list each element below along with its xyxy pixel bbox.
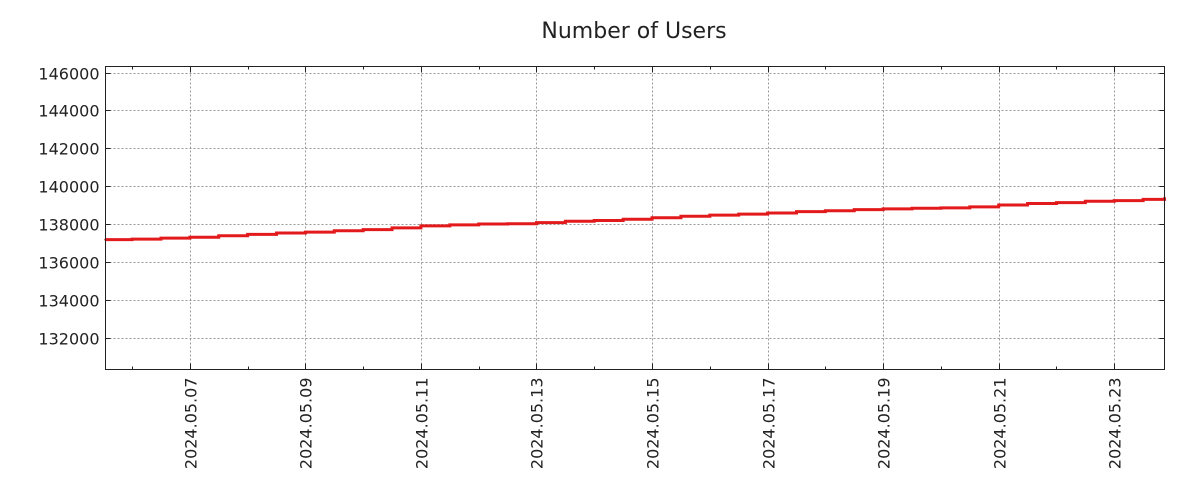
y-tick-label: 142000 (38, 140, 99, 159)
x-tick-label: 2024.05.19 (875, 378, 894, 470)
data-point (275, 231, 278, 235)
data-point (1141, 198, 1145, 201)
data-point (593, 219, 596, 222)
data-point (304, 230, 307, 234)
y-tick-label: 140000 (38, 178, 99, 197)
x-tick-label: 2024.05.11 (413, 378, 432, 470)
data-point (419, 224, 423, 228)
data-point (477, 222, 480, 226)
series-line-number-of-users (105, 197, 1166, 242)
data-point (968, 205, 972, 209)
x-tick-label: 2024.05.13 (528, 378, 547, 470)
data-point (333, 229, 336, 232)
chart-title: Number of Users (541, 19, 726, 44)
data-point (159, 236, 163, 240)
data-point (535, 221, 538, 224)
data-point (506, 222, 509, 225)
data-point (910, 207, 914, 210)
x-tick-label: 2024.05.09 (297, 378, 316, 470)
data-point (217, 234, 220, 237)
data-point (390, 226, 394, 230)
data-point (853, 208, 856, 211)
data-point (1084, 200, 1087, 203)
data-point (795, 210, 798, 213)
data-point (679, 215, 683, 218)
x-tick-label: 2024.05.21 (991, 378, 1010, 470)
x-tick-label: 2024.05.07 (182, 378, 201, 470)
data-point (1026, 202, 1029, 205)
y-tick-label: 134000 (38, 292, 99, 311)
data-point (1055, 201, 1058, 204)
data-point (766, 211, 769, 215)
x-tick-label: 2024.05.17 (760, 378, 779, 470)
data-point (997, 203, 1000, 207)
grid (105, 66, 1165, 370)
x-tick-label: 2024.05.23 (1106, 378, 1125, 470)
plot-frame (105, 66, 1165, 370)
data-point (737, 212, 740, 216)
data-point (361, 228, 365, 231)
data-point (939, 206, 943, 210)
series-layer (104, 196, 1166, 242)
data-point (1113, 199, 1116, 202)
data-point (246, 233, 249, 236)
y-tick-label: 136000 (38, 254, 99, 273)
data-point (708, 213, 712, 217)
data-point (650, 216, 654, 219)
data-point (130, 237, 134, 241)
data-point (881, 207, 885, 211)
x-tick-label: 2024.05.15 (644, 378, 663, 470)
data-point (448, 223, 452, 227)
y-tick-label: 146000 (38, 65, 99, 84)
data-point (564, 220, 567, 223)
data-point (621, 218, 625, 221)
y-tick-label: 138000 (38, 216, 99, 235)
y-tick-label: 144000 (38, 102, 99, 121)
y-tick-label: 132000 (38, 330, 99, 349)
ticks: 132000 134000 136000 138000 140000 142000 1440… (38, 65, 1165, 470)
data-point (824, 209, 827, 212)
data-point (188, 236, 192, 239)
